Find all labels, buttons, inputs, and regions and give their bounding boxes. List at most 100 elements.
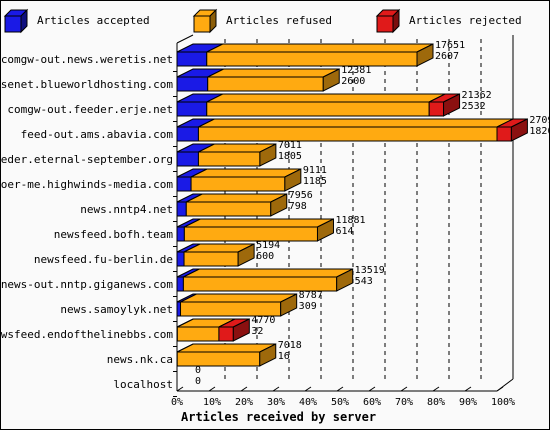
legend-label: Articles refused: [226, 14, 332, 27]
bar-refused: [190, 176, 286, 192]
bar-accepted: [176, 276, 184, 292]
bar-side: [510, 118, 528, 142]
y-tick-label: newsfeed.fu-berlin.de: [34, 253, 173, 266]
bar-refused-top: [183, 268, 353, 278]
bar-total-label: 21362: [462, 90, 492, 101]
bar-total-label: 9111: [303, 165, 327, 176]
bar-total-label: 12381: [341, 65, 371, 76]
bar-accepted-label: 1805: [278, 151, 302, 162]
x-tick: [368, 386, 376, 392]
bar-refused: [183, 226, 318, 242]
bar-total-label: 17651: [435, 40, 465, 51]
x-tick-label: 30%: [267, 397, 285, 408]
bar-accepted: [176, 51, 208, 67]
bar-refused-top: [180, 293, 297, 303]
bar-accepted-label: 16: [278, 351, 290, 362]
x-tick: [400, 386, 408, 392]
bar-refused: [197, 151, 261, 167]
bar-refused-top: [176, 343, 276, 353]
x-tick: [336, 386, 344, 392]
bar-accepted-label: 2600: [341, 76, 365, 87]
bar-refused-top: [186, 193, 287, 203]
y-tick-label: newsfeed.endofthelinebbs.com: [1, 328, 173, 341]
bar-total-label: 0: [195, 365, 201, 376]
x-tick-label: 50%: [331, 397, 349, 408]
y-tick-label: feed-out.ams.abavia.com: [21, 128, 174, 141]
bar-accepted: [176, 176, 192, 192]
bar-accepted: [176, 101, 208, 117]
bar-refused: [206, 51, 418, 67]
x-tick-label: 70%: [395, 397, 413, 408]
bar-side: [443, 93, 461, 117]
x-tick: [240, 386, 248, 392]
legend-label: Articles accepted: [37, 14, 150, 27]
bar-refused: [176, 351, 261, 367]
bar-accepted-label: 309: [299, 301, 317, 312]
y-tick-label: news.nntp4.net: [80, 203, 173, 216]
legend-box: [376, 15, 394, 33]
y-tick-label: comgw-out.feeder.erje.net: [7, 103, 173, 116]
bar-refused: [207, 76, 324, 92]
bar-accepted-label: 0: [195, 376, 201, 387]
legend-box: [4, 15, 22, 33]
bar-accepted-label: 2607: [435, 51, 459, 62]
bar-accepted: [176, 126, 199, 142]
x-tick-label: 80%: [427, 397, 445, 408]
y-tick-label: news.samoylyk.net: [60, 303, 173, 316]
bar-refused-top: [198, 118, 514, 128]
y-tick-label: localhost: [113, 378, 173, 391]
bar-refused: [182, 276, 338, 292]
x-tick: [176, 386, 184, 392]
bar-total-label: 11881: [335, 215, 365, 226]
x-axis-title: Articles received by server: [181, 410, 376, 424]
bar-total-label: 7018: [278, 340, 302, 351]
x-tick: [208, 386, 216, 392]
bar-refused: [206, 101, 430, 117]
bar-refused: [180, 301, 282, 317]
bar-rejected: [496, 126, 512, 142]
bar-accepted-label: 600: [256, 251, 274, 262]
bar-refused: [197, 126, 498, 142]
bar-total-label: 5194: [256, 240, 280, 251]
legend-box: [193, 15, 211, 33]
bar-refused-top: [190, 168, 302, 178]
bar-side: [284, 168, 302, 192]
bar-rejected: [218, 326, 234, 342]
x-tick: [304, 386, 312, 392]
bar-side: [416, 43, 434, 67]
bar-total-label: 13519: [355, 265, 385, 276]
y-tick-label: news-out.nntp.giganews.com: [1, 278, 173, 291]
y-tick-label: usenet.blueworldhosting.com: [1, 78, 173, 91]
y-tick-label: feeder.eternal-september.org: [1, 153, 173, 166]
x-tick: [464, 386, 472, 392]
x-tick-label: 0%: [171, 397, 183, 408]
bar-accepted-label: 32: [251, 326, 263, 337]
x-tick: [432, 386, 440, 392]
bar-side: [322, 68, 340, 92]
bar-refused-top: [206, 93, 446, 103]
bar-rejected: [428, 101, 445, 117]
bar-side: [259, 343, 277, 367]
y-tick-label: voer-me.highwinds-media.com: [1, 178, 173, 191]
bar-side: [232, 318, 250, 342]
bar-refused: [185, 201, 272, 217]
y-tick-label: comgw-out.news.weretis.net: [1, 53, 173, 66]
bar-total-label: 27098: [529, 115, 550, 126]
x-tick-label: 10%: [203, 397, 221, 408]
bar-accepted: [176, 201, 187, 217]
top-depth-line: [176, 34, 194, 44]
x-tick: [272, 386, 280, 392]
bar-total-label: 7011: [278, 140, 302, 151]
bar-refused: [183, 251, 239, 267]
y-tick-label: news.nk.ca: [107, 353, 173, 366]
bar-accepted-label: 798: [289, 201, 307, 212]
bar-accepted: [176, 251, 185, 267]
bar-refused-top: [184, 218, 334, 228]
bar-total-label: 4770: [251, 315, 275, 326]
bar-side: [316, 218, 334, 242]
x-tick-label: 60%: [363, 397, 381, 408]
bar-accepted: [176, 226, 185, 242]
bar-accepted: [176, 76, 209, 92]
